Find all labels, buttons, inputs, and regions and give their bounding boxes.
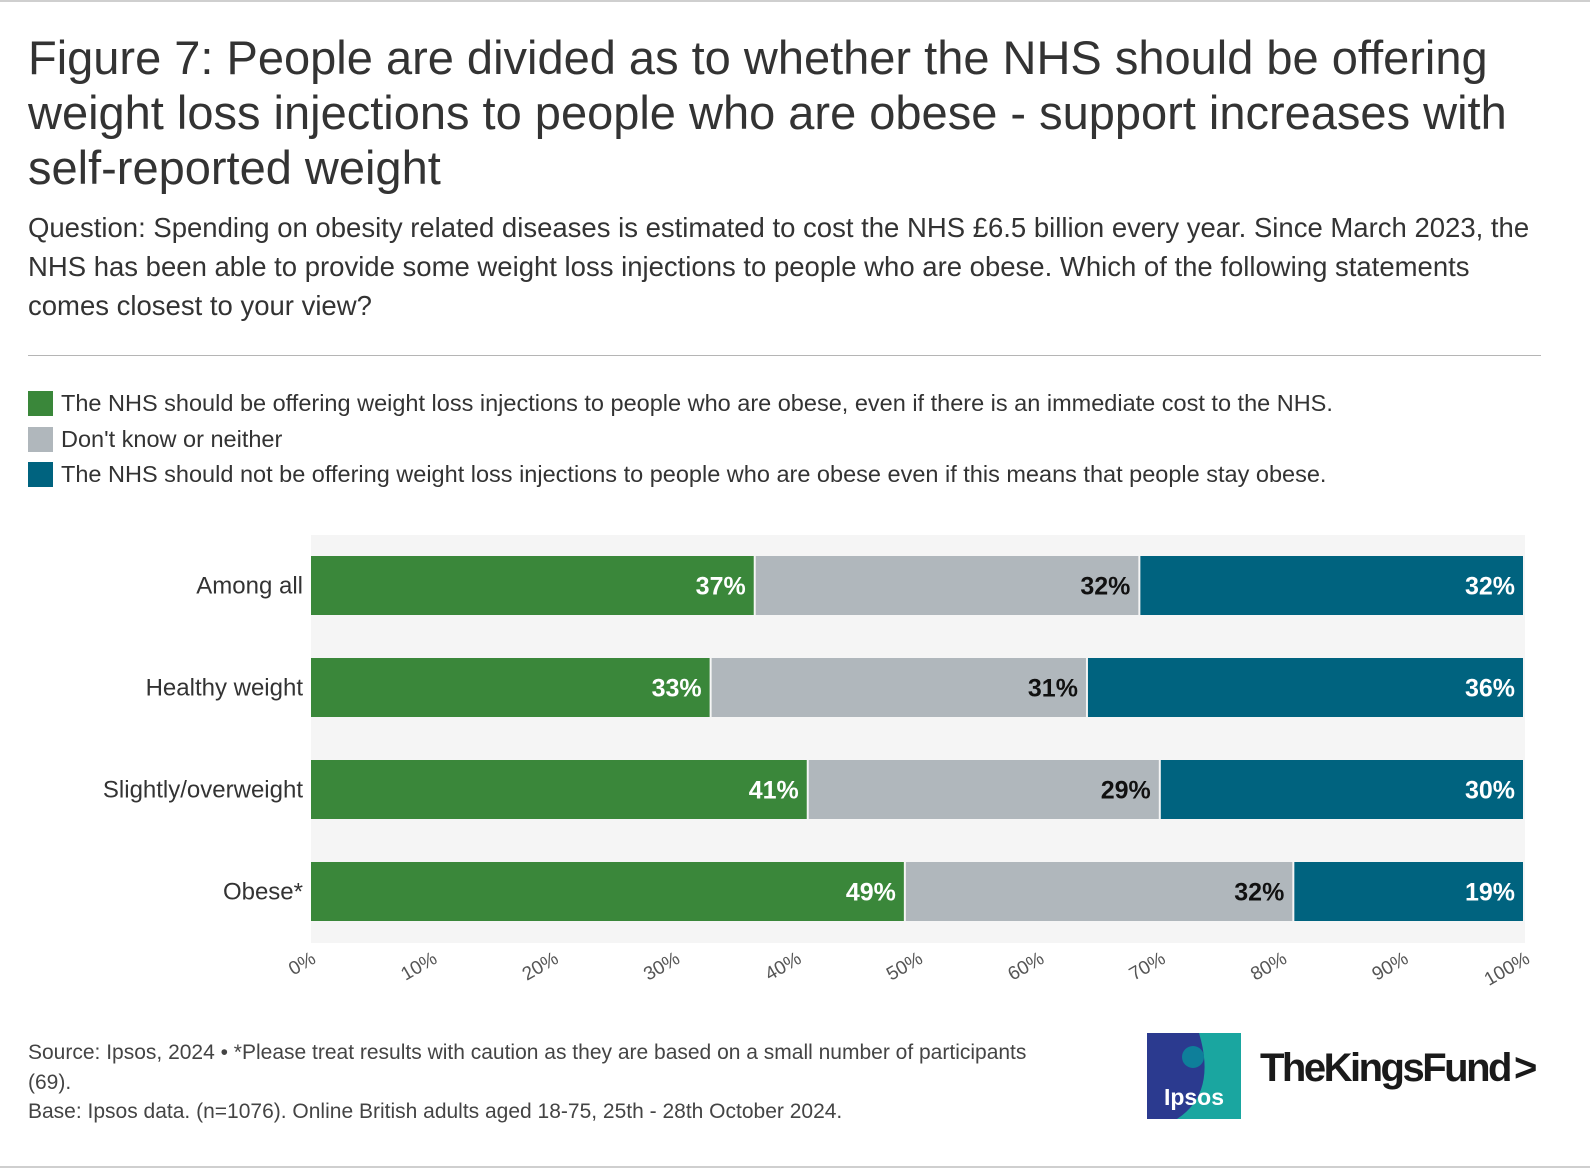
category-label-slightly-overweight: Slightly/overweight bbox=[103, 777, 303, 804]
legend: The NHS should be offering weight loss i… bbox=[28, 386, 1558, 493]
value-label-obese-neither: 32% bbox=[1234, 879, 1284, 907]
value-label-obese-support: 49% bbox=[846, 879, 896, 907]
x-tick-label-7: 70% bbox=[1126, 948, 1170, 985]
bar-healthy-weight-neither bbox=[711, 658, 1086, 717]
ipsos-logo-head bbox=[1182, 1046, 1204, 1068]
bar-among-all-neither bbox=[755, 556, 1139, 615]
top-rule bbox=[0, 0, 1590, 2]
ipsos-logo: Ipsos bbox=[1147, 1033, 1241, 1119]
chart-title: Figure 7: People are divided as to wheth… bbox=[28, 31, 1507, 194]
footer-source: Source: Ipsos, 2024 • *Please treat resu… bbox=[28, 1041, 1027, 1094]
kings-fund-chevron-icon: > bbox=[1513, 1046, 1537, 1090]
x-tick-label-2: 20% bbox=[519, 948, 563, 985]
x-tick-label-4: 40% bbox=[762, 948, 806, 985]
category-label-healthy-weight: Healthy weight bbox=[146, 675, 304, 702]
value-label-healthy-weight-support: 33% bbox=[652, 675, 702, 703]
ipsos-logo-accent bbox=[1177, 1033, 1241, 1119]
value-label-slightly-overweight-support: 41% bbox=[749, 777, 799, 805]
value-label-among-all-support: 37% bbox=[696, 573, 746, 601]
x-tick-label-1: 10% bbox=[397, 948, 441, 985]
bar-among-all-oppose bbox=[1140, 556, 1523, 615]
legend-swatch-support bbox=[28, 391, 53, 417]
x-tick-label-6: 60% bbox=[1004, 948, 1048, 985]
footer-base: Base: Ipsos data. (n=1076). Online Briti… bbox=[28, 1100, 843, 1123]
ipsos-logo-text: Ipsos bbox=[1164, 1084, 1224, 1110]
bar-obese-neither bbox=[905, 862, 1293, 921]
bottom-rule bbox=[0, 1166, 1590, 1168]
value-label-slightly-overweight-neither: 29% bbox=[1101, 777, 1151, 805]
legend-item-neither: Don't know or neither bbox=[28, 422, 1558, 458]
bar-slightly-overweight-support bbox=[311, 760, 807, 819]
bar-healthy-weight-support bbox=[311, 658, 710, 717]
bar-obese-support bbox=[311, 862, 904, 921]
x-tick-label-3: 30% bbox=[640, 948, 684, 985]
legend-swatch-oppose bbox=[28, 462, 53, 488]
legend-swatch-neither bbox=[28, 426, 53, 452]
x-tick-label-5: 50% bbox=[883, 948, 927, 985]
legend-item-support: The NHS should be offering weight loss i… bbox=[28, 386, 1558, 422]
bar-healthy-weight-oppose bbox=[1087, 658, 1523, 717]
legend-label-oppose: The NHS should not be offering weight lo… bbox=[61, 461, 1327, 488]
kings-fund-logo-text: TheKingsFund bbox=[1260, 1046, 1512, 1090]
value-label-healthy-weight-neither: 31% bbox=[1028, 675, 1078, 703]
value-label-among-all-neither: 32% bbox=[1080, 573, 1130, 601]
value-label-healthy-weight-oppose: 36% bbox=[1465, 675, 1515, 703]
value-label-slightly-overweight-oppose: 30% bbox=[1465, 777, 1515, 805]
legend-label-neither: Don't know or neither bbox=[61, 425, 283, 452]
legend-label-support: The NHS should be offering weight loss i… bbox=[61, 390, 1333, 417]
x-tick-label-9: 90% bbox=[1369, 948, 1413, 985]
divider bbox=[28, 355, 1541, 356]
x-tick-label-0: 0% bbox=[285, 948, 319, 980]
footer: Source: Ipsos, 2024 • *Please treat resu… bbox=[28, 1038, 1028, 1127]
category-label-among-all: Among all bbox=[196, 573, 303, 600]
bar-obese-oppose bbox=[1294, 862, 1523, 921]
category-label-obese: Obese* bbox=[223, 879, 303, 906]
x-tick-label-10: 100% bbox=[1481, 948, 1534, 991]
bar-among-all-support bbox=[311, 556, 754, 615]
legend-item-oppose: The NHS should not be offering weight lo… bbox=[28, 457, 1558, 493]
bar-slightly-overweight-oppose bbox=[1160, 760, 1523, 819]
value-label-obese-oppose: 19% bbox=[1465, 879, 1515, 907]
chart-subtitle: Question: Spending on obesity related di… bbox=[28, 212, 1530, 321]
kings-fund-logo: TheKingsFund > bbox=[1260, 1046, 1537, 1091]
value-label-among-all-oppose: 32% bbox=[1465, 573, 1515, 601]
bar-slightly-overweight-neither bbox=[808, 760, 1159, 819]
x-tick-label-8: 80% bbox=[1247, 948, 1291, 985]
